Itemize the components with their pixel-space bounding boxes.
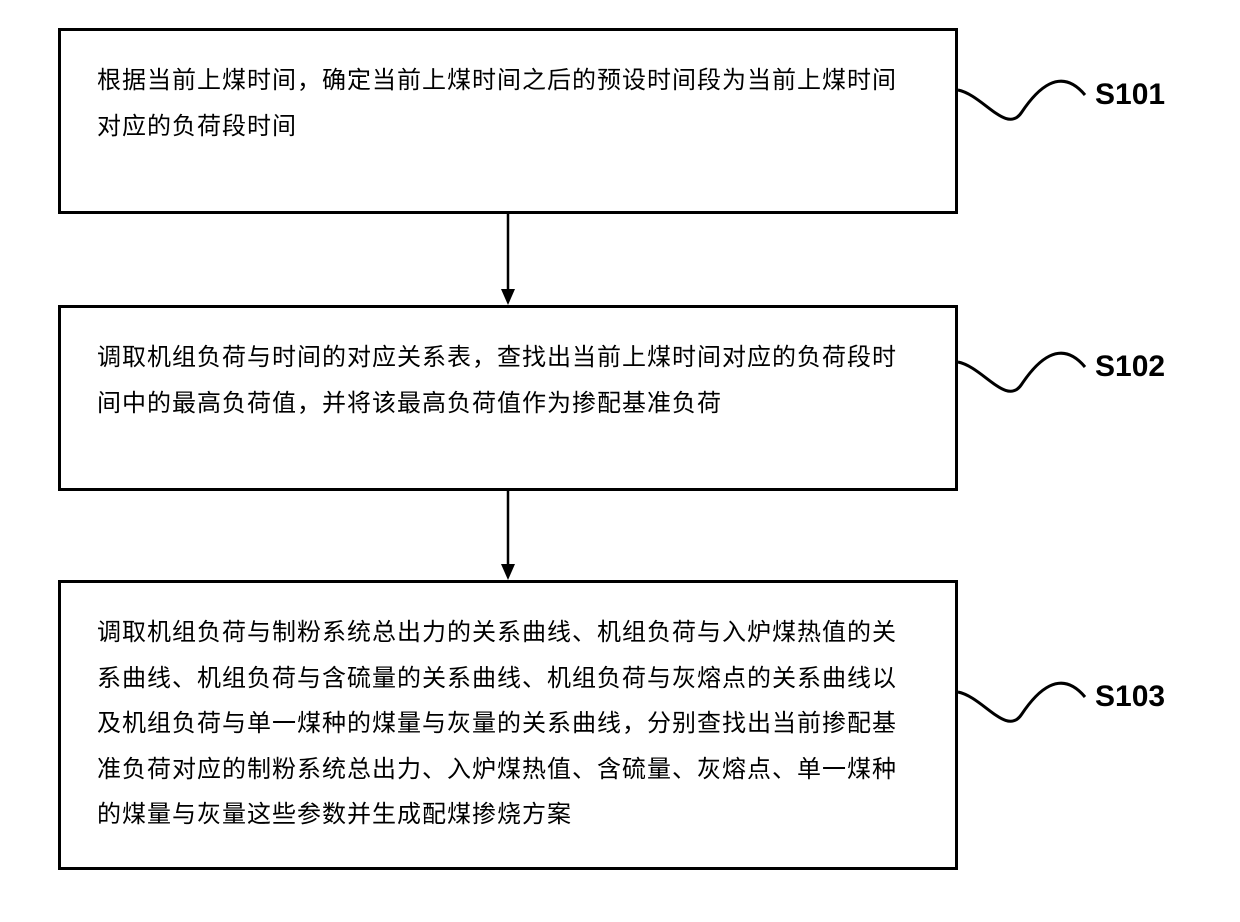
- flowchart-canvas: 根据当前上煤时间，确定当前上煤时间之后的预设时间段为当前上煤时间对应的负荷段时间…: [0, 0, 1240, 922]
- flow-arrow: [0, 0, 1240, 922]
